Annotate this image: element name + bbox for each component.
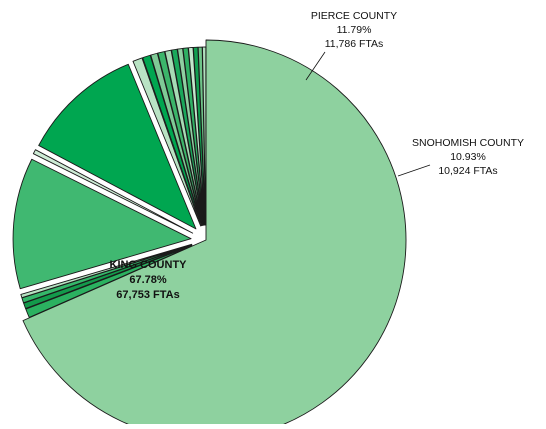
- king-county-name-label: KING COUNTY: [110, 259, 188, 271]
- pierce-county-name-label: PIERCE COUNTY: [311, 10, 397, 22]
- labels-layer: KING COUNTY 67.78% 67,753 FTAs PIERCE CO…: [110, 10, 525, 301]
- small-county-slice-12: [164, 49, 204, 226]
- king-county-fta-label: 67,753 FTAs: [116, 289, 179, 301]
- snohomish-county-name-label: SNOHOMISH COUNTY: [412, 137, 524, 149]
- snohomish-county-slice: [38, 63, 197, 230]
- small-county-slice-1: [25, 245, 193, 318]
- pierce-county-slice: [12, 158, 192, 290]
- king-county-percent-label: 67.78%: [129, 274, 167, 286]
- snohomish-county-percent-label: 10.93%: [450, 151, 486, 163]
- pierce-county-fta-label: 11,786 FTAs: [325, 38, 384, 50]
- small-county-slice-10: [150, 52, 203, 226]
- slices-layer: [12, 39, 407, 429]
- snohomish-county-leader-line: [397, 164, 431, 177]
- small-county-slice-11: [157, 51, 203, 226]
- small-county-slice-9: [142, 54, 202, 227]
- pierce-county-percent-label: 11.79%: [337, 24, 372, 36]
- small-county-slice-6: [32, 149, 194, 234]
- small-county-slice-8: [132, 57, 202, 227]
- king-county-slice: [22, 39, 407, 429]
- pierce-county-leader-line: [305, 51, 326, 81]
- small-county-slice-2: [23, 244, 193, 309]
- small-county-slice-19: [202, 46, 207, 226]
- snohomish-county-fta-label: 10,924 FTAs: [438, 165, 497, 177]
- small-county-slice-4: [20, 243, 193, 299]
